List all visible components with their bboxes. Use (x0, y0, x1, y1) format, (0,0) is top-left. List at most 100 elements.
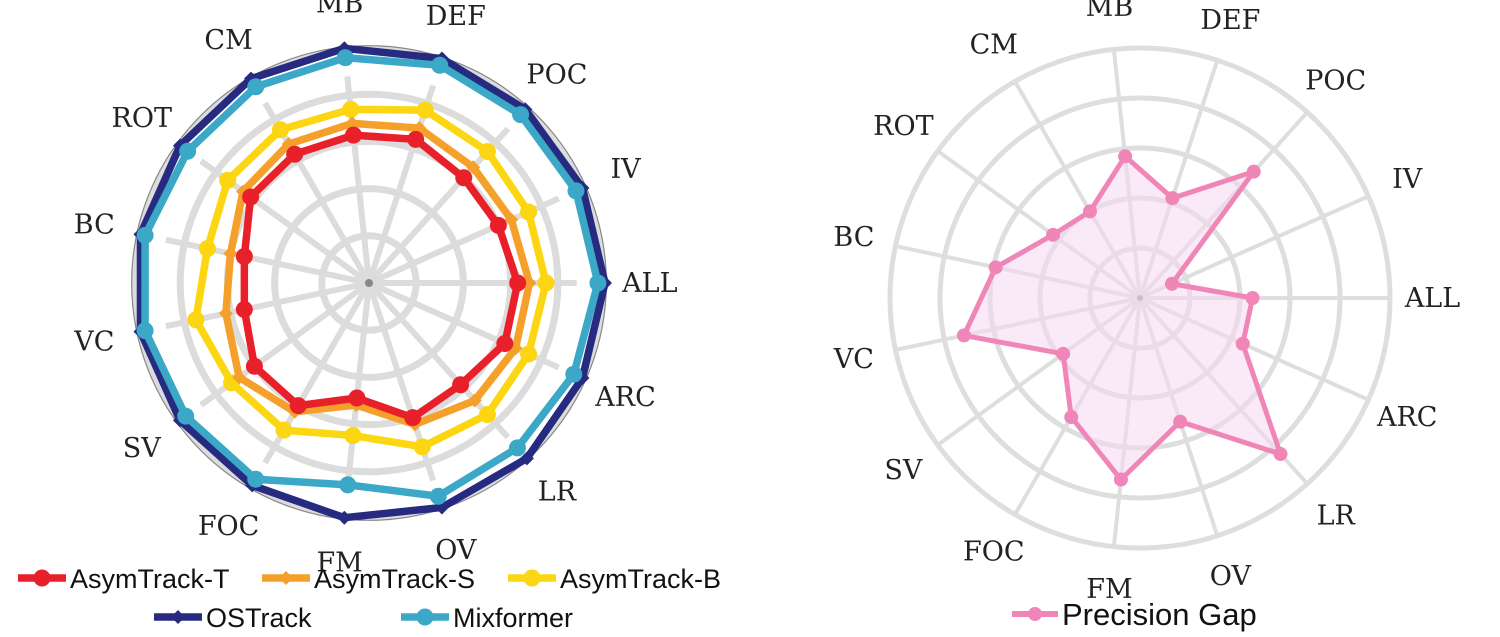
axis-label-cm: CM (204, 25, 252, 56)
axis-label-all: ALL (1404, 283, 1460, 314)
axis-label-fm: FM (1086, 574, 1132, 605)
point-asymtrack-t-def (407, 130, 425, 148)
legend-marker-mixformer (416, 608, 434, 626)
legend-marker-asymtrack-s (279, 571, 293, 585)
series-line-ostrack (136, 44, 609, 522)
point-mixformer-iv (567, 182, 585, 200)
axis-label-rot: ROT (873, 111, 933, 142)
point-precision-gap-bc (988, 260, 1003, 275)
point-ostrack-fm (337, 510, 352, 525)
point-asymtrack-s-lr (467, 393, 482, 408)
point-asymtrack-s-bc (223, 246, 238, 261)
point-asymtrack-b-rot (219, 171, 237, 189)
point-mixformer-lr (508, 439, 526, 457)
point-asymtrack-b-iv (520, 203, 538, 221)
point-asymtrack-b-poc (478, 142, 496, 160)
axis-label-vc: VC (73, 326, 114, 357)
point-precision-gap-all (1245, 291, 1260, 305)
legend-marker-asymtrack-t (33, 569, 51, 587)
axis-label-bc: BC (833, 222, 874, 253)
legend-marker-ostrack (171, 610, 185, 624)
series-line-asymtrack-s (222, 119, 534, 429)
axis-label-arc: ARC (1376, 402, 1438, 433)
point-precision-gap-rot (1046, 227, 1061, 242)
point-asymtrack-t-vc (235, 300, 253, 318)
point-asymtrack-t-sv (245, 357, 263, 375)
series-area-precision-gap (961, 153, 1284, 483)
legend: OSTrack Mixformer AsymTrack-B AsymTrack-S As… (18, 564, 721, 633)
legend-item-mixformer: Mixformer (401, 603, 573, 633)
point-asymtrack-t-ov (404, 409, 422, 427)
point-asymtrack-b-bc (198, 240, 216, 258)
point-mixformer-bc (136, 226, 154, 244)
point-mixformer-mb (336, 49, 354, 67)
point-mixformer-arc (565, 365, 583, 383)
point-mixformer-fm (339, 476, 357, 494)
point-asymtrack-s-vc (218, 306, 233, 321)
legend-item-precision-gap: Precision Gap (1012, 597, 1257, 632)
series-line-mixformer (141, 53, 602, 500)
point-asymtrack-s-iv (504, 212, 519, 227)
point-mixformer-ov (429, 487, 447, 505)
legend-label-ostrack: OSTrack (206, 603, 312, 633)
point-asymtrack-t-rot (242, 188, 260, 206)
point-asymtrack-s-mb (345, 116, 360, 131)
axis-label-ov: OV (435, 535, 477, 566)
point-precision-gap-arc (1235, 336, 1250, 351)
series-mixformer (136, 49, 607, 505)
axis-label-sv: SV (123, 433, 161, 464)
point-asymtrack-b-vc (187, 311, 205, 329)
point-mixformer-poc (512, 106, 530, 124)
radar-chart-right: ALL IV POC DEF MB CM ROT BC VC SV FOC FM OV LR ARC Prec… (833, 0, 1460, 632)
point-asymtrack-t-cm (286, 145, 304, 163)
legend-label-asymtrack-t: AsymTrack-T (70, 564, 229, 594)
series-asymtrack-b (187, 100, 555, 456)
point-precision-gap-foc (1064, 410, 1079, 425)
point-asymtrack-b-fm (344, 427, 362, 445)
point-precision-gap-poc (1246, 164, 1261, 179)
axis-label-lr: LR (538, 477, 577, 508)
legend-marker-precision-gap (1028, 607, 1042, 621)
point-asymtrack-t-mb (344, 126, 362, 144)
axis-label-all: ALL (621, 268, 677, 299)
axis-label-mb: MB (316, 0, 364, 20)
axis-label-poc: POC (526, 59, 587, 90)
point-asymtrack-t-arc (496, 334, 514, 352)
axis-label-iv: IV (1392, 164, 1423, 195)
point-asymtrack-s-poc (466, 160, 481, 175)
axis-label-sv: SV (884, 455, 922, 486)
axis-label-cm: CM (970, 30, 1018, 61)
point-mixformer-foc (247, 470, 265, 488)
point-precision-gap-cm (1083, 204, 1097, 219)
axis-label-foc: FOC (963, 536, 1025, 567)
point-asymtrack-s-all (522, 276, 537, 290)
axis-label-rot: ROT (112, 103, 172, 134)
legend-label-precision-gap: Precision Gap (1062, 597, 1257, 632)
point-precision-gap-sv (1056, 346, 1071, 361)
point-asymtrack-t-iv (489, 216, 507, 234)
point-mixformer-rot (179, 142, 197, 160)
point-asymtrack-b-all (537, 274, 555, 292)
center-dot (365, 279, 373, 287)
axis-label-mb: MB (1086, 0, 1134, 23)
radar-chart-left: ALL IV POC DEF MB CM ROT BC VC SV FOC FM OV LR ARC OSTr… (18, 0, 721, 633)
point-precision-gap-lr (1273, 447, 1288, 462)
point-mixformer-all (589, 274, 607, 292)
axis-label-fm: FM (316, 547, 362, 578)
point-asymtrack-b-lr (478, 406, 496, 424)
point-asymtrack-b-arc (520, 345, 538, 363)
point-asymtrack-t-bc (235, 248, 253, 266)
point-asymtrack-t-all (509, 274, 527, 292)
point-precision-gap-vc (956, 328, 971, 343)
point-asymtrack-b-foc (275, 421, 293, 439)
point-mixformer-vc (136, 322, 154, 340)
axis-label-poc: POC (1305, 66, 1366, 97)
point-asymtrack-b-def (416, 101, 434, 119)
point-precision-gap-iv (1164, 276, 1179, 291)
point-asymtrack-s-sv (232, 370, 247, 385)
legend: Precision Gap (1012, 597, 1257, 632)
series-asymtrack-t (235, 126, 527, 427)
series-precision-gap (956, 149, 1288, 487)
point-precision-gap-ov (1173, 414, 1188, 429)
